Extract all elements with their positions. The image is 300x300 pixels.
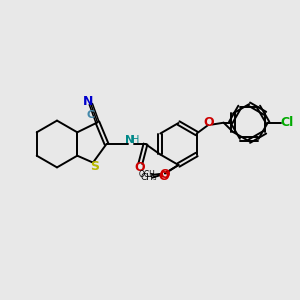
Text: OCH: OCH [139, 170, 155, 179]
Text: O: O [203, 116, 214, 129]
Text: S: S [90, 160, 99, 173]
Text: CH₃: CH₃ [140, 173, 157, 182]
Text: N: N [125, 135, 134, 145]
Text: Cl: Cl [280, 116, 293, 129]
Text: C: C [87, 110, 95, 120]
Text: O: O [134, 161, 145, 174]
Text: O: O [159, 167, 170, 181]
Text: O: O [159, 169, 170, 183]
Text: H: H [132, 135, 140, 145]
Text: N: N [82, 94, 93, 108]
